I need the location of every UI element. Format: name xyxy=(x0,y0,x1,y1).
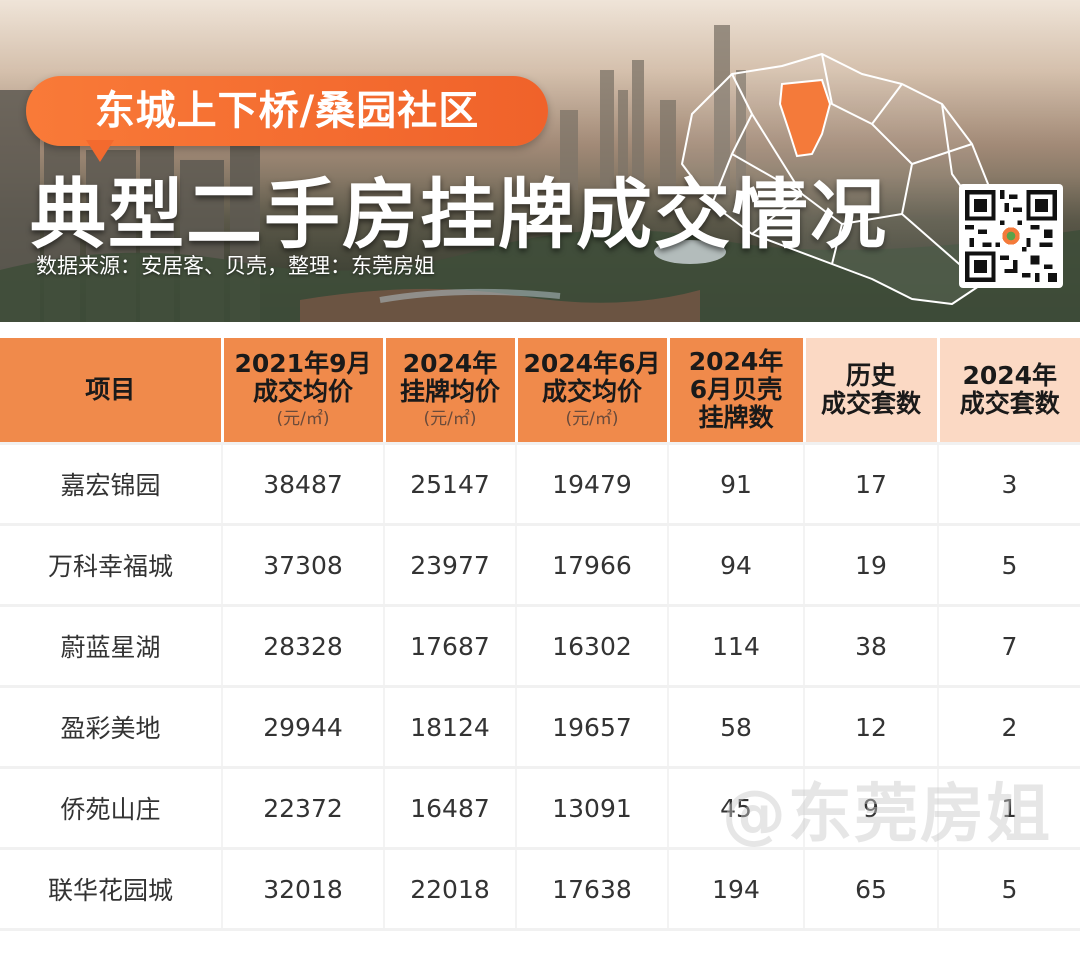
cell-value: 28328 xyxy=(222,607,385,685)
cell-value: 2 xyxy=(1001,712,1018,742)
cell-value: 1 xyxy=(1001,793,1018,823)
table-row: 侨苑山庄 22372 16487 13091 45 9 1 xyxy=(0,769,1080,847)
cell-value: 7 xyxy=(1001,631,1018,661)
cell-value: 25147 xyxy=(384,445,517,523)
table-row: 盈彩美地 29944 18124 19657 58 12 2 xyxy=(0,688,1080,766)
cell-value: 19 xyxy=(804,526,939,604)
column-header-2024-deals: 2024年 成交套数 xyxy=(938,338,1080,442)
cell-value: 65 xyxy=(804,850,939,928)
cell-value: 17966 xyxy=(516,526,669,604)
cell-value: 17638 xyxy=(516,850,669,928)
qr-code-icon xyxy=(959,184,1063,288)
header-banner: 东城上下桥/桑园社区 典型二手房挂牌成交情况 数据来源：安居客、贝壳，整理：东莞… xyxy=(0,0,1080,322)
cell-value: 3 xyxy=(1001,469,1018,499)
cell-project-name: 联华花园城 xyxy=(0,850,223,928)
column-header-2024-june-price: 2024年6月 成交均价 (元/㎡) xyxy=(516,338,670,442)
cell-value: 12 xyxy=(804,688,939,766)
cell-project-name: 嘉宏锦园 xyxy=(0,445,223,523)
cell-value: 17687 xyxy=(384,607,517,685)
table-row: 万科幸福城 37308 23977 17966 94 19 5 xyxy=(0,526,1080,604)
cell-value: 38 xyxy=(804,607,939,685)
cell-value: 91 xyxy=(668,445,805,523)
cell-project-name: 盈彩美地 xyxy=(0,688,223,766)
table-row: 联华花园城 32018 22018 17638 194 65 5 xyxy=(0,850,1080,928)
column-header-history-deals: 历史 成交套数 xyxy=(804,338,940,442)
cell-value: 29944 xyxy=(222,688,385,766)
cell-project-name: 蔚蓝星湖 xyxy=(0,607,223,685)
cell-value: 19479 xyxy=(516,445,669,523)
cell-value: 38487 xyxy=(222,445,385,523)
cell-value: 114 xyxy=(668,607,805,685)
price-table: 项目 2021年9月 成交均价 (元/㎡) 2024年 挂牌均价 (元/㎡) 2… xyxy=(0,338,1080,931)
cell-value: 5 xyxy=(1001,550,1018,580)
cell-value: 16487 xyxy=(384,769,517,847)
page-title: 典型二手房挂牌成交情况 xyxy=(30,170,888,259)
cell-value: 22372 xyxy=(222,769,385,847)
cell-value: 22018 xyxy=(384,850,517,928)
cell-value: 19657 xyxy=(516,688,669,766)
column-header-2024-listing-price: 2024年 挂牌均价 (元/㎡) xyxy=(384,338,518,442)
cell-value: 37308 xyxy=(222,526,385,604)
cell-value: 23977 xyxy=(384,526,517,604)
cell-value: 9 xyxy=(804,769,939,847)
cell-value: 18124 xyxy=(384,688,517,766)
district-map-icon xyxy=(681,53,1003,305)
subtitle-pill: 东城上下桥/桑园社区 xyxy=(26,76,548,146)
cell-value: 5 xyxy=(1001,874,1018,904)
cell-value: 45 xyxy=(668,769,805,847)
table-header-row: 项目 2021年9月 成交均价 (元/㎡) 2024年 挂牌均价 (元/㎡) 2… xyxy=(0,338,1080,442)
column-header-2021-price: 2021年9月 成交均价 (元/㎡) xyxy=(222,338,386,442)
cell-project-name: 万科幸福城 xyxy=(0,526,223,604)
column-header-project: 项目 xyxy=(0,338,224,442)
table-row: 蔚蓝星湖 28328 17687 16302 114 38 7 xyxy=(0,607,1080,685)
cell-value: 17 xyxy=(804,445,939,523)
cell-value: 58 xyxy=(668,688,805,766)
table-row: 嘉宏锦园 38487 25147 19479 91 17 3 xyxy=(0,445,1080,523)
cell-value: 194 xyxy=(668,850,805,928)
cell-value: 32018 xyxy=(222,850,385,928)
cell-value: 16302 xyxy=(516,607,669,685)
cell-project-name: 侨苑山庄 xyxy=(0,769,223,847)
pill-pointer xyxy=(86,140,114,162)
data-source: 数据来源：安居客、贝壳，整理：东莞房姐 xyxy=(36,254,435,278)
cell-value: 94 xyxy=(668,526,805,604)
column-header-listing-count: 2024年 6月贝壳 挂牌数 xyxy=(668,338,806,442)
cell-value: 13091 xyxy=(516,769,669,847)
